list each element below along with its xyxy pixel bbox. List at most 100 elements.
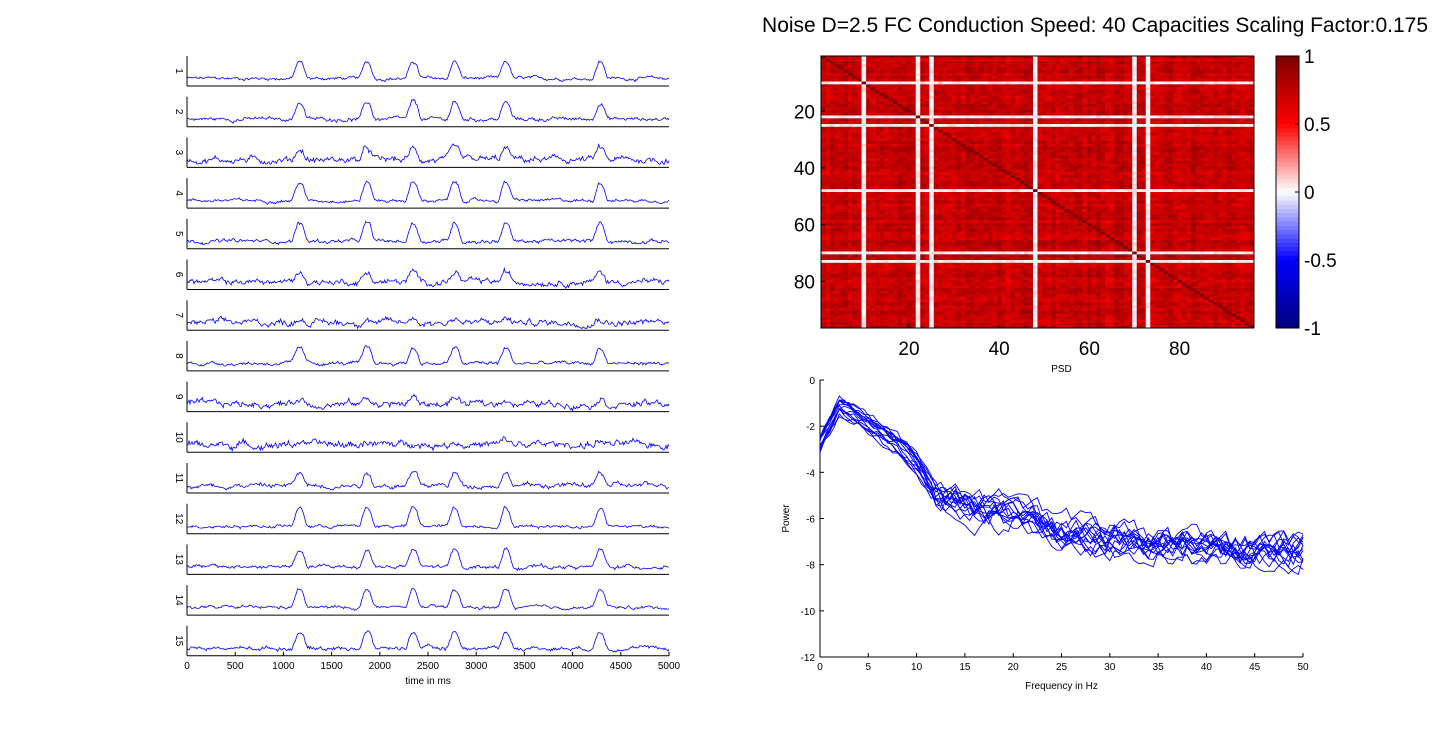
heatmap-cell (1177, 192, 1183, 196)
heatmap-cell (1087, 160, 1092, 164)
heatmap-cell (1141, 129, 1147, 133)
heatmap-cell (1109, 143, 1115, 147)
heatmap-cell (1244, 115, 1250, 119)
heatmap-cell (1123, 64, 1129, 68)
heatmap-cell (992, 61, 998, 65)
heatmap-cell (920, 146, 926, 150)
heatmap-cell (1087, 87, 1092, 91)
heatmap-cell (830, 112, 835, 116)
heatmap-cell (1190, 124, 1196, 128)
heatmap-cell (911, 163, 917, 167)
heatmap-cell (924, 197, 930, 201)
heatmap-cell (1154, 104, 1160, 108)
heatmap-cell (1208, 126, 1214, 130)
heatmap-cell (1127, 158, 1133, 162)
heatmap-cell (875, 166, 880, 170)
heatmap-cell (1042, 155, 1047, 159)
heatmap-cell (956, 197, 962, 201)
heatmap-cell (1213, 75, 1219, 79)
heatmap-cell (1240, 180, 1246, 184)
heatmap-cell (897, 92, 903, 96)
heatmap-cell (996, 126, 1002, 130)
heatmap-cell (1231, 132, 1237, 136)
heatmap-cell (897, 194, 903, 198)
heatmap-cell (938, 172, 944, 176)
heatmap-cell (825, 192, 831, 196)
heatmap-cell (969, 90, 975, 94)
heatmap-cell (915, 61, 921, 65)
heatmap-cell (992, 58, 998, 62)
heatmap-cell (1204, 143, 1210, 147)
heatmap-cell (1123, 180, 1129, 184)
heatmap-cell (1064, 197, 1070, 201)
heatmap-cell (929, 141, 935, 145)
heatmap-cell (1168, 121, 1174, 125)
heatmap-cell (1078, 194, 1083, 198)
heatmap-cell (1042, 67, 1047, 71)
heatmap-cell (1051, 87, 1056, 91)
heatmap-cell (861, 135, 867, 139)
heatmap-cell (1208, 73, 1214, 77)
heatmap-cell (825, 138, 831, 142)
heatmap-cell (1181, 109, 1187, 113)
channel-axes: 5 (173, 218, 669, 250)
heatmap-cell (1190, 192, 1196, 196)
heatmap-cell (1235, 81, 1241, 85)
channel-axes: 14 (173, 585, 669, 616)
heatmap-cell (906, 155, 912, 159)
heatmap-cell (893, 169, 898, 173)
heatmap-cell (1010, 64, 1016, 68)
heatmap-cell (1127, 194, 1133, 198)
heatmap-cell (897, 172, 903, 176)
heatmap-cell (938, 98, 944, 102)
heatmap-cell (1172, 141, 1178, 145)
heatmap-cell (1127, 163, 1133, 167)
heatmap-cell (1114, 183, 1119, 187)
heatmap-cell (929, 78, 935, 82)
heatmap-cell (870, 192, 876, 196)
heatmap-cell (974, 61, 980, 65)
heatmap-cell (821, 180, 826, 184)
heatmap-cell (1213, 64, 1219, 68)
heatmap-cell (992, 160, 998, 164)
heatmap-cell (1046, 160, 1052, 164)
heatmap-cell (1226, 186, 1232, 190)
heatmap-cell (852, 112, 858, 116)
heatmap-cell (893, 141, 898, 145)
heatmap-cell (1028, 67, 1034, 71)
heatmap-cell (893, 101, 898, 105)
heatmap-cell (1213, 192, 1219, 196)
heatmap-cell (1055, 183, 1061, 187)
heatmap-cell (1046, 189, 1052, 193)
heatmap-cell (929, 155, 935, 159)
heatmap-cell (1046, 169, 1052, 173)
heatmap-cell (1046, 64, 1052, 68)
heatmap-cell (1028, 194, 1034, 198)
heatmap-cell (1168, 155, 1174, 159)
heatmap-cell (1181, 177, 1187, 181)
heatmap-cell (938, 143, 944, 147)
heatmap-cell (1073, 158, 1079, 162)
heatmap-cell (1118, 73, 1124, 77)
heatmap-cell (857, 169, 862, 173)
heatmap-cell (888, 121, 894, 125)
heatmap-cell (1226, 124, 1232, 128)
heatmap-cell (1150, 177, 1156, 181)
heatmap-cell (1082, 189, 1088, 193)
heatmap-cell (897, 118, 903, 122)
heatmap-cell (1114, 98, 1119, 102)
heatmap-cell (1136, 158, 1142, 162)
heatmap-cell (911, 56, 917, 60)
heatmap-cell (1190, 183, 1196, 187)
heatmap-cell (960, 61, 966, 65)
heatmap-cell (1064, 84, 1070, 88)
heatmap-cell (1240, 104, 1246, 108)
heatmap-cell (870, 177, 876, 181)
heatmap-cell (1001, 70, 1007, 74)
heatmap-cell (956, 109, 962, 113)
heatmap-cell (1118, 166, 1124, 170)
heatmap-cell (870, 87, 876, 91)
heatmap-cell (1091, 78, 1097, 82)
heatmap-cell (1109, 138, 1115, 142)
heatmap-cell (1091, 58, 1097, 62)
